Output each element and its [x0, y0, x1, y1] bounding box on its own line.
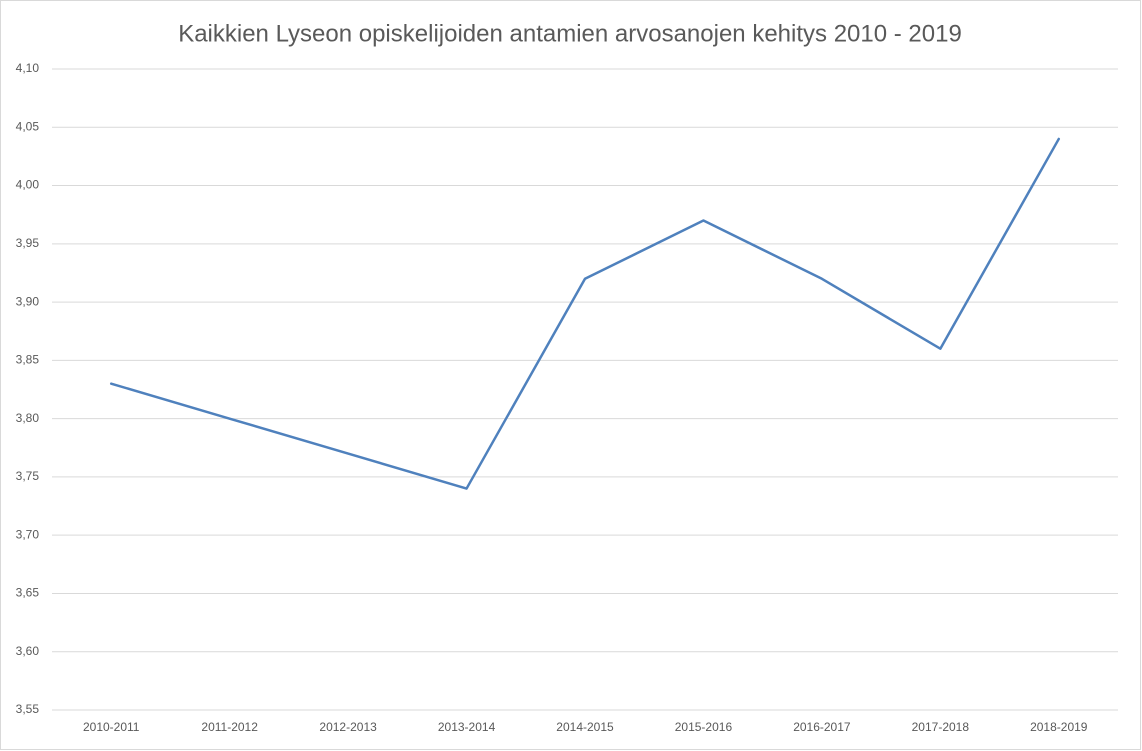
- y-tick-label: 3,85: [16, 353, 40, 367]
- y-tick-label: 3,55: [16, 702, 40, 716]
- y-tick-label: 3,90: [16, 294, 40, 308]
- x-tick-label: 2015-2016: [675, 720, 733, 734]
- y-tick-label: 4,00: [16, 178, 40, 192]
- y-tick-label: 3,80: [16, 411, 40, 425]
- line-series: [109, 137, 1061, 490]
- x-tick-label: 2010-2011: [83, 720, 140, 734]
- y-tick-label: 3,65: [16, 586, 40, 600]
- y-tick-label: 4,10: [16, 61, 40, 75]
- chart-title: Kaikkien Lyseon opiskelijoiden antamien …: [178, 20, 962, 47]
- x-tick-label: 2011-2012: [201, 720, 258, 734]
- x-tick-label: 2014-2015: [556, 720, 614, 734]
- x-tick-label: 2012-2013: [319, 720, 377, 734]
- x-tick-label: 2017-2018: [912, 720, 970, 734]
- y-tick-label: 4,05: [16, 119, 40, 133]
- x-tick-label: 2016-2017: [793, 720, 851, 734]
- y-tick-label: 3,70: [16, 527, 40, 541]
- y-tick-label: 3,95: [16, 236, 40, 250]
- y-tick-label: 3,75: [16, 469, 40, 483]
- y-tick-label: 3,60: [16, 644, 40, 658]
- x-tick-label: 2013-2014: [438, 720, 496, 734]
- x-tick-label: 2018-2019: [1030, 720, 1088, 734]
